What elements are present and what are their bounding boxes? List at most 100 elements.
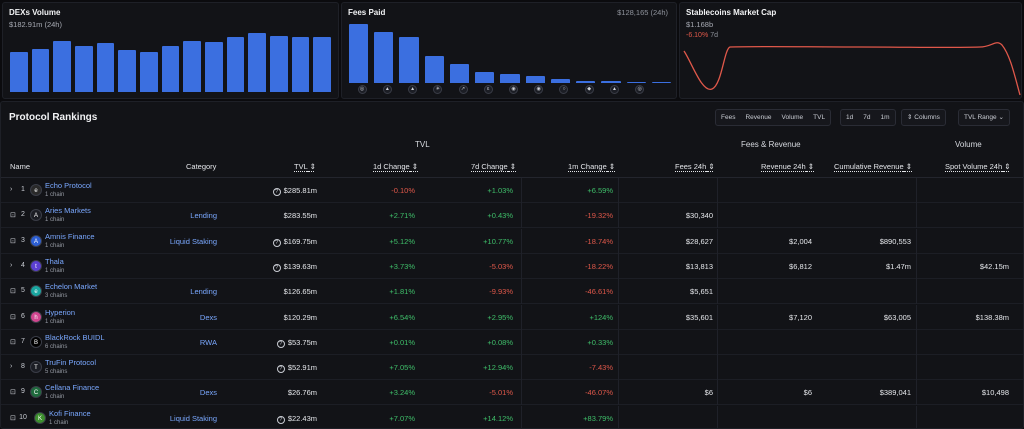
col-header-7d-change[interactable]: 7d Change ⇕ bbox=[471, 162, 517, 171]
tvl-range-dropdown[interactable]: TVL Range ⌄ bbox=[958, 109, 1010, 126]
protocol-name-link[interactable]: Aries Markets bbox=[45, 206, 91, 216]
table-row[interactable]: ⊡ 6 h Hyperion 1 chain Dexs $120.29m +6.54% +2.9… bbox=[1, 304, 1023, 330]
fees-paid-bar bbox=[651, 82, 671, 83]
tvl-value: ? $52.91m bbox=[276, 355, 317, 380]
fees-24h-value: $35,601 bbox=[685, 312, 713, 322]
filter-fees-button[interactable]: Fees bbox=[721, 114, 736, 121]
col-header-1m-change[interactable]: 1m Change ⇕ bbox=[568, 162, 616, 171]
bookmark-icon[interactable]: ⊡ bbox=[10, 389, 16, 397]
category-link[interactable]: Liquid Staking bbox=[169, 413, 217, 423]
dex-volume-bar bbox=[161, 45, 180, 92]
columns-label: ⇕ Columns bbox=[907, 114, 940, 121]
expand-chevron-icon[interactable]: › bbox=[10, 261, 13, 269]
dex-volume-bar bbox=[96, 43, 115, 92]
help-question-icon[interactable]: ? bbox=[272, 188, 281, 196]
col-header-1d-change[interactable]: 1d Change ⇕ bbox=[373, 162, 419, 171]
sort-icon: ⇕ bbox=[905, 162, 913, 171]
dex-volume-bar bbox=[313, 36, 331, 92]
table-row[interactable]: › 1 e Echo Protocol 1 chain ? $285.81m -0.10% +1… bbox=[1, 178, 1023, 203]
period-filter-group: 1d 7d 1m bbox=[840, 109, 896, 126]
column-divider bbox=[521, 380, 522, 406]
bookmark-icon[interactable]: ⊡ bbox=[10, 338, 16, 346]
protocol-chain-count: 1 chain bbox=[45, 242, 65, 249]
fees-paid-bar bbox=[525, 76, 545, 83]
revenue-24h-value: $2,004 bbox=[789, 236, 812, 246]
protocol-name-link[interactable]: Hyperion bbox=[45, 307, 76, 317]
protocol-chain-count: 1 chain bbox=[49, 419, 69, 426]
filter-revenue-button[interactable]: Revenue bbox=[745, 114, 772, 121]
col-header-tvl[interactable]: TVL ⇕ bbox=[294, 162, 316, 171]
sort-icon: ⇕ bbox=[309, 162, 316, 171]
column-divider bbox=[717, 304, 718, 330]
period-1d-button[interactable]: 1d bbox=[846, 114, 854, 121]
bookmark-icon[interactable]: ⊡ bbox=[10, 237, 16, 245]
table-row[interactable]: ⊡ 10 K Kofi Finance 1 chain Liquid Staking ? $2… bbox=[1, 405, 1023, 428]
col-header-fees-24h[interactable]: Fees 24h ⇕ bbox=[675, 162, 715, 171]
fees-paid-value: $128,165 (24h) bbox=[617, 8, 668, 17]
fees-paid-bars bbox=[346, 23, 672, 83]
protocol-name-link[interactable]: TruFin Protocol bbox=[45, 358, 96, 368]
change-7d-value: -5.01% bbox=[489, 388, 513, 398]
category-link[interactable]: RWA bbox=[199, 337, 217, 347]
protocol-name-link[interactable]: Thala bbox=[45, 256, 64, 266]
table-row[interactable]: ⊡ 7 B BlackRock BUIDL 6 chains RWA ? $53.75m +0.… bbox=[1, 329, 1023, 355]
help-question-icon[interactable]: ? bbox=[272, 238, 281, 247]
bookmark-icon[interactable]: ⊡ bbox=[10, 313, 16, 321]
dex-volume-bar bbox=[53, 40, 71, 92]
columns-dropdown[interactable]: ⇕ Columns bbox=[901, 109, 946, 126]
protocol-name-link[interactable]: Cellana Finance bbox=[45, 383, 100, 393]
protocol-name-link[interactable]: Echo Protocol bbox=[45, 181, 92, 190]
table-row[interactable]: › 4 t Thala 1 chain ? $139.63m +3.73% -5.03% -18.… bbox=[1, 253, 1023, 279]
change-1m-value: +0.33% bbox=[587, 337, 613, 347]
table-row[interactable]: › 8 T TruFin Protocol 5 chains ? $52.91m +7.05%… bbox=[1, 355, 1023, 381]
help-question-icon[interactable]: ? bbox=[272, 263, 281, 272]
column-divider bbox=[717, 355, 718, 381]
table-row[interactable]: ⊡ 9 C Cellana Finance 1 chain Dexs $26.76m +3.2… bbox=[1, 380, 1023, 406]
category-link[interactable]: Dexs bbox=[199, 312, 217, 322]
aptos-logo-icon: ◎ bbox=[357, 85, 367, 94]
category-link[interactable]: Dexs bbox=[199, 388, 217, 398]
category-link[interactable]: Lending bbox=[190, 287, 217, 297]
help-question-icon[interactable]: ? bbox=[276, 415, 285, 424]
change-1m-value: -46.07% bbox=[585, 388, 613, 398]
cumulative-revenue-value: $63,005 bbox=[883, 312, 911, 322]
rank-number: 2 bbox=[21, 211, 25, 219]
stablecoins-card: Stablecoins Market Cap $1.168b -6.10% 7d bbox=[679, 2, 1022, 99]
protocol-name-link[interactable]: Kofi Finance bbox=[49, 408, 91, 418]
category-link[interactable]: Liquid Staking bbox=[169, 236, 217, 246]
col-header-cumulative-revenue[interactable]: Cumulative Revenue ⇕ bbox=[834, 162, 913, 171]
protocol-name-link[interactable]: Amnis Finance bbox=[45, 231, 95, 241]
stablecoins-value: $1.168b bbox=[686, 20, 714, 29]
expand-chevron-icon[interactable]: › bbox=[10, 186, 13, 193]
expand-chevron-icon[interactable]: › bbox=[10, 363, 13, 371]
help-question-icon[interactable]: ? bbox=[276, 339, 285, 348]
col-header-name[interactable]: Name bbox=[10, 162, 31, 171]
category-link[interactable]: Lending bbox=[190, 211, 217, 221]
col-header-category[interactable]: Category bbox=[186, 162, 217, 171]
column-divider bbox=[916, 304, 917, 330]
filter-tvl-button[interactable]: TVL bbox=[813, 114, 826, 121]
protocol-name-link[interactable]: Echelon Market bbox=[45, 282, 98, 292]
fees-paid-bar bbox=[449, 64, 470, 83]
dex-volume-bar bbox=[291, 36, 310, 92]
col-header-spot-volume-24h[interactable]: Spot Volume 24h ⇕ bbox=[945, 162, 1011, 171]
change-1d-value: +2.71% bbox=[389, 211, 415, 221]
help-question-icon[interactable]: ? bbox=[276, 365, 285, 374]
table-row[interactable]: ⊡ 2 A Aries Markets 1 chain Lending $283.55m +2… bbox=[1, 203, 1023, 229]
bookmark-icon[interactable]: ⊡ bbox=[10, 288, 16, 296]
tvl-value: $26.76m bbox=[287, 388, 317, 398]
table-row[interactable]: ⊡ 3 A Amnis Finance 1 chain Liquid Staking ? $1… bbox=[1, 228, 1023, 254]
cumulative-revenue-value: $890,553 bbox=[879, 236, 911, 246]
column-divider bbox=[521, 253, 522, 279]
table-row[interactable]: ⊡ 5 e Echelon Market 3 chains Lending $126.65m… bbox=[1, 279, 1023, 305]
col-header-revenue-24h[interactable]: Revenue 24h ⇕ bbox=[761, 162, 815, 171]
bookmark-icon[interactable]: ⊡ bbox=[10, 414, 16, 422]
sort-icon: ⇕ bbox=[708, 162, 715, 171]
protocol-name-link[interactable]: BlackRock BUIDL bbox=[45, 332, 105, 342]
filter-volume-button[interactable]: Volume bbox=[781, 114, 804, 121]
fees-paid-bar bbox=[475, 71, 495, 83]
period-7d-button[interactable]: 7d bbox=[863, 114, 871, 121]
dex-volume-bar bbox=[118, 49, 136, 92]
bookmark-icon[interactable]: ⊡ bbox=[10, 212, 16, 220]
period-1m-button[interactable]: 1m bbox=[880, 114, 890, 121]
